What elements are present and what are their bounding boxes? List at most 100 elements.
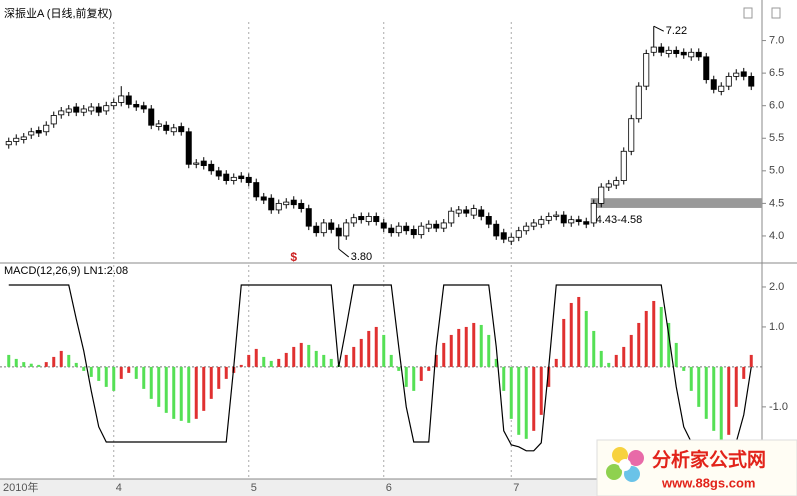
- macd-bar: [419, 366, 423, 381]
- y-tick-label: 6.5: [769, 67, 784, 79]
- window-icon[interactable]: [743, 7, 753, 19]
- macd-bar: [674, 342, 678, 367]
- candle-body: [208, 163, 215, 172]
- candle-body: [583, 221, 590, 225]
- candle-body: [148, 108, 155, 126]
- candle-body: [230, 176, 237, 181]
- candle-body: [283, 201, 290, 206]
- range-band: [590, 198, 762, 208]
- candle-body: [710, 79, 717, 90]
- candle-body: [80, 108, 87, 113]
- watermark-url: www.88gs.com: [661, 475, 755, 490]
- macd-bar: [74, 362, 78, 367]
- candle-body: [568, 219, 575, 224]
- candle-body: [343, 222, 350, 237]
- candle-body: [125, 95, 132, 105]
- macd-bar: [502, 366, 506, 391]
- macd-bar: [14, 358, 18, 367]
- macd-bar: [644, 310, 648, 367]
- macd-bar: [307, 344, 311, 367]
- macd-bar: [742, 366, 746, 379]
- macd-bar: [637, 322, 641, 367]
- macd-bar: [382, 334, 386, 367]
- macd-bar: [682, 366, 686, 371]
- candle-body: [703, 56, 710, 81]
- x-tick-label: 7: [513, 482, 519, 494]
- macd-bar: [119, 366, 123, 379]
- candle-body: [350, 217, 357, 224]
- y-tick-label: 4.0: [769, 230, 784, 242]
- macd-bar: [464, 326, 468, 367]
- macd-bar: [22, 362, 26, 367]
- candle-body: [403, 225, 410, 232]
- candle-body: [448, 210, 455, 224]
- candle-body: [523, 225, 530, 232]
- candle-body: [253, 182, 260, 198]
- macd-bar: [164, 366, 168, 413]
- macd-bar: [487, 334, 491, 367]
- macd-bar: [194, 366, 198, 419]
- macd-bar: [404, 366, 408, 387]
- candle-body: [298, 202, 305, 209]
- macd-bar: [449, 334, 453, 367]
- candle-body: [320, 222, 327, 234]
- macd-bar: [89, 366, 93, 377]
- candle-body: [215, 170, 222, 177]
- candle-body: [515, 230, 522, 238]
- macd-bar: [434, 354, 438, 367]
- macd-bar: [254, 348, 258, 367]
- macd-bar: [97, 366, 101, 381]
- macd-bar: [479, 324, 483, 367]
- y-tick-label: 5.0: [769, 165, 784, 177]
- candle-body: [673, 49, 680, 54]
- macd-bar: [7, 354, 11, 367]
- candle-body: [740, 71, 747, 77]
- macd-bar: [712, 366, 716, 431]
- candle-body: [388, 227, 395, 234]
- candle-body: [238, 175, 245, 180]
- macd-bar: [727, 366, 731, 435]
- macd-bar: [532, 366, 536, 431]
- y-tick-label: 1.0: [769, 321, 784, 333]
- candle-body: [538, 219, 545, 225]
- candle-body: [13, 137, 20, 142]
- candle-body: [178, 126, 185, 133]
- window-icon[interactable]: [771, 7, 781, 19]
- macd-bar: [547, 366, 551, 387]
- watermark-logo: [606, 447, 644, 482]
- candle-body: [155, 123, 162, 127]
- candle-body: [650, 46, 657, 53]
- candle-body: [313, 225, 320, 234]
- macd-bar: [539, 366, 543, 415]
- y-tick-label: 5.5: [769, 132, 784, 144]
- macd-bar: [157, 366, 161, 407]
- macd-bar: [104, 366, 108, 387]
- candle-body: [598, 186, 605, 204]
- candle-body: [658, 46, 665, 53]
- candle-body: [620, 150, 627, 181]
- macd-bar: [607, 362, 611, 367]
- candle-body: [470, 208, 477, 216]
- candle-body: [560, 214, 567, 224]
- candle-body: [140, 105, 147, 110]
- candle-body: [433, 223, 440, 229]
- candle-body: [95, 106, 102, 113]
- candle-body: [305, 208, 312, 227]
- macd-bar: [749, 354, 753, 367]
- annotation-arrow: [653, 25, 664, 32]
- macd-bar: [704, 366, 708, 419]
- macd-bar: [427, 366, 431, 371]
- candle-body: [110, 102, 117, 107]
- candle-body: [545, 216, 552, 221]
- candle-body: [463, 209, 470, 214]
- macd-bar: [524, 366, 528, 439]
- candle-body: [373, 216, 380, 223]
- macd-bar: [509, 366, 513, 419]
- macd-bar: [562, 318, 566, 367]
- candle-body: [260, 196, 267, 201]
- macd-bar: [44, 362, 48, 367]
- macd-bar: [224, 366, 228, 379]
- macd-bar: [457, 328, 461, 367]
